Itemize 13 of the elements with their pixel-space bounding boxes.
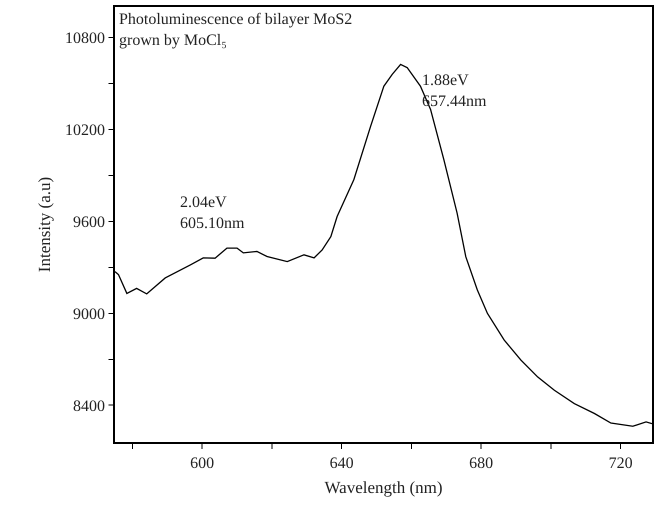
x-tick-label: 720	[608, 454, 633, 472]
y-tick-label: 9600	[73, 214, 106, 232]
text: Photoluminescence of bilayer MoS2 grown by MoCl₅	[119, 11, 352, 49]
y-tick-label: 8400	[73, 398, 106, 415]
annotation: 2.04eV 605.10nm	[180, 194, 245, 232]
x-tick-label: 680	[469, 454, 494, 472]
x-axis-title: Wavelength (nm)	[324, 478, 443, 497]
x-tick-label: 640	[330, 454, 354, 472]
y-tick-label: 10200	[65, 122, 106, 140]
y-tick-label: 9000	[73, 306, 106, 323]
y-tick-label: 10800	[65, 30, 106, 48]
y-axis-title: Intensity (a.u)	[35, 176, 54, 272]
x-tick-label: 600	[190, 454, 214, 472]
